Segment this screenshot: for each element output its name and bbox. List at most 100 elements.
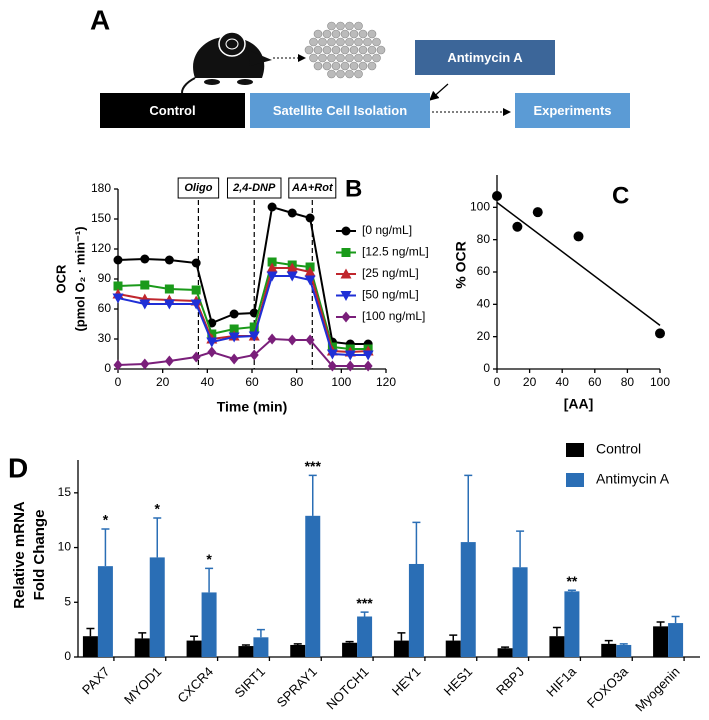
cell: [327, 69, 336, 79]
marker: [113, 359, 123, 371]
error-bar: [293, 643, 302, 645]
x-tick-label: 0: [494, 375, 501, 389]
cell: [367, 45, 377, 55]
bar: [342, 642, 358, 657]
marker: [304, 275, 316, 286]
legend-label: [50 ng/mL]: [362, 288, 419, 302]
x-tick-label: Myogenin: [632, 664, 682, 714]
x-tick-label: CXCR4: [174, 664, 216, 706]
point: [492, 191, 502, 202]
significance-label: ***: [356, 595, 373, 611]
marker: [229, 324, 239, 334]
marker: [362, 350, 374, 361]
error-bar: [567, 589, 576, 592]
cell: [345, 21, 354, 31]
bar: [149, 557, 165, 657]
x-tick-label: 60: [245, 375, 259, 389]
x-tick-label: 80: [621, 375, 635, 389]
panel-label: B: [345, 175, 362, 202]
cell: [349, 61, 359, 71]
bar: [82, 636, 98, 657]
legend-label: Control: [596, 441, 641, 457]
cell: [372, 37, 381, 47]
error-bar: [449, 634, 458, 641]
marker: [363, 360, 373, 372]
marker: [164, 284, 174, 294]
bar: [186, 640, 202, 657]
cell: [331, 45, 341, 55]
marker: [266, 262, 278, 273]
error-bar: [345, 640, 354, 643]
significance-label: ***: [305, 458, 322, 474]
marker: [344, 350, 356, 361]
marker: [164, 255, 174, 265]
x-axis-title: Time (min): [217, 399, 288, 415]
marker: [140, 358, 150, 370]
cell: [322, 29, 332, 39]
marker: [113, 281, 123, 291]
y-tick-label: 0: [104, 361, 111, 375]
y-axis-title: Relative mRNA: [11, 501, 28, 609]
cell: [331, 61, 341, 71]
x-tick-label: 40: [201, 375, 215, 389]
marker: [191, 351, 201, 363]
marker: [266, 271, 278, 282]
cell: [345, 53, 354, 63]
cell: [313, 61, 323, 71]
x-tick-label: 60: [588, 375, 602, 389]
x-tick-label: NOTCH1: [323, 664, 371, 712]
significance-label: *: [155, 501, 161, 517]
y-tick-label: 90: [98, 271, 112, 285]
marker: [286, 262, 298, 273]
y-tick-label: 10: [58, 540, 72, 554]
bar: [134, 638, 150, 657]
box-label: Satellite Cell Isolation: [273, 103, 407, 118]
error-bar: [619, 643, 628, 645]
point: [573, 231, 584, 242]
cell: [345, 37, 354, 47]
marker: [249, 349, 259, 361]
error-bar: [464, 474, 473, 543]
series-line: [117, 205, 369, 345]
y-tick-label: 5: [64, 594, 71, 608]
y-tick-label: 0: [483, 361, 490, 375]
bar: [653, 626, 669, 657]
cell: [340, 45, 350, 55]
cell: [327, 53, 336, 63]
cell: [322, 61, 332, 71]
cell: [309, 37, 318, 47]
marker: [287, 334, 297, 346]
error-bar: [190, 635, 199, 641]
marker: [305, 334, 315, 346]
box: [415, 40, 555, 75]
cell: [354, 37, 363, 47]
marker: [228, 332, 240, 343]
event-box: [288, 177, 337, 199]
bar: [601, 643, 617, 657]
significance-label: *: [103, 512, 109, 528]
legend-swatch: [566, 473, 584, 487]
marker: [304, 266, 316, 277]
event-label: 2,4-DNP: [232, 182, 276, 194]
error-bar: [412, 521, 421, 564]
x-tick-label: 40: [556, 375, 570, 389]
error-bar: [205, 567, 214, 593]
y-axis-title: Fold Change: [31, 510, 48, 601]
event-label: Oligo: [184, 182, 212, 194]
cell: [367, 29, 377, 39]
x-tick-label: 100: [650, 375, 670, 389]
x-tick-label: 20: [156, 375, 170, 389]
bar: [238, 646, 254, 657]
bar: [408, 563, 424, 657]
marker: [267, 257, 277, 267]
cell: [336, 21, 345, 31]
panel-label: D: [8, 452, 28, 483]
x-tick-label: 0: [115, 375, 122, 389]
significance-label: *: [206, 551, 212, 567]
legend-label: Antimycin A: [596, 471, 670, 487]
error-bar: [360, 611, 369, 617]
event-label: AA+Rot: [291, 182, 334, 194]
marker: [305, 213, 315, 223]
point: [655, 328, 665, 339]
